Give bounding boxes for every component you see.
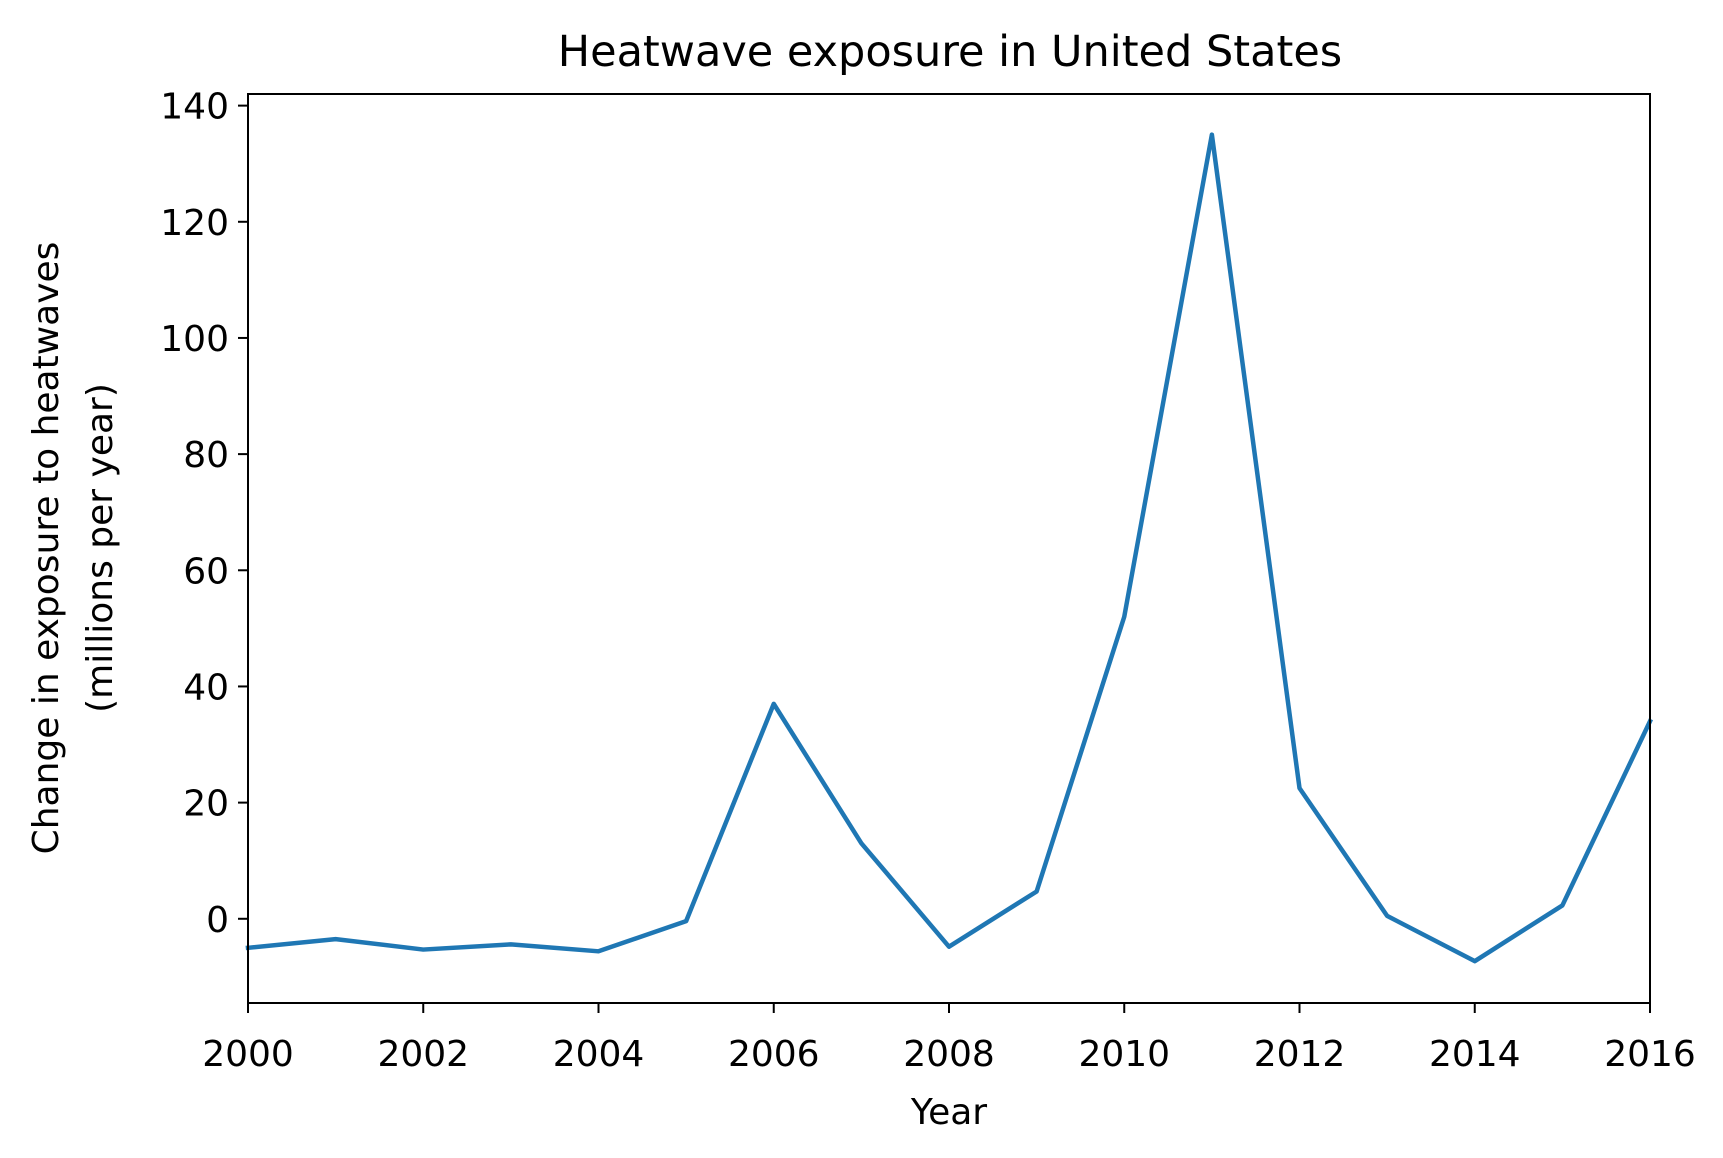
y-tick-label: 140 <box>160 87 229 128</box>
x-axis: 2000 2002 2004 2006 2008 2010 2012 2014 2016 <box>202 1003 1696 1075</box>
x-tick-label: 2010 <box>1078 1034 1170 1075</box>
y-axis-label: Change in exposure to heatwaves (million… <box>26 242 121 855</box>
y-tick-label: 120 <box>160 203 229 244</box>
y-tick-label: 80 <box>183 435 229 476</box>
y-axis-label-line-2: (millions per year) <box>80 383 121 713</box>
x-tick-label: 2008 <box>903 1034 995 1075</box>
series-line <box>245 132 1653 964</box>
x-tick-label: 2004 <box>553 1034 645 1075</box>
x-tick-label: 2012 <box>1254 1034 1346 1075</box>
y-tick-label: 0 <box>206 900 229 941</box>
x-tick-label: 2000 <box>202 1034 294 1075</box>
x-tick-label: 2016 <box>1604 1034 1696 1075</box>
plot-frame <box>247 93 1651 1004</box>
y-tick-label: 100 <box>160 319 229 360</box>
y-tick-label: 40 <box>183 667 229 708</box>
y-axis-label-line-1: Change in exposure to heatwaves <box>26 242 67 855</box>
y-axis: 0 20 40 60 80 100 120 140 <box>160 87 248 941</box>
y-tick-label: 20 <box>183 784 229 825</box>
x-tick-label: 2002 <box>377 1034 469 1075</box>
x-tick-label: 2006 <box>728 1034 820 1075</box>
x-axis-label: Year <box>910 1092 987 1133</box>
plot-area <box>245 132 1653 964</box>
y-tick-label: 60 <box>183 551 229 592</box>
chart-title: Heatwave exposure in United States <box>558 27 1342 77</box>
x-tick-label: 2014 <box>1429 1034 1521 1075</box>
